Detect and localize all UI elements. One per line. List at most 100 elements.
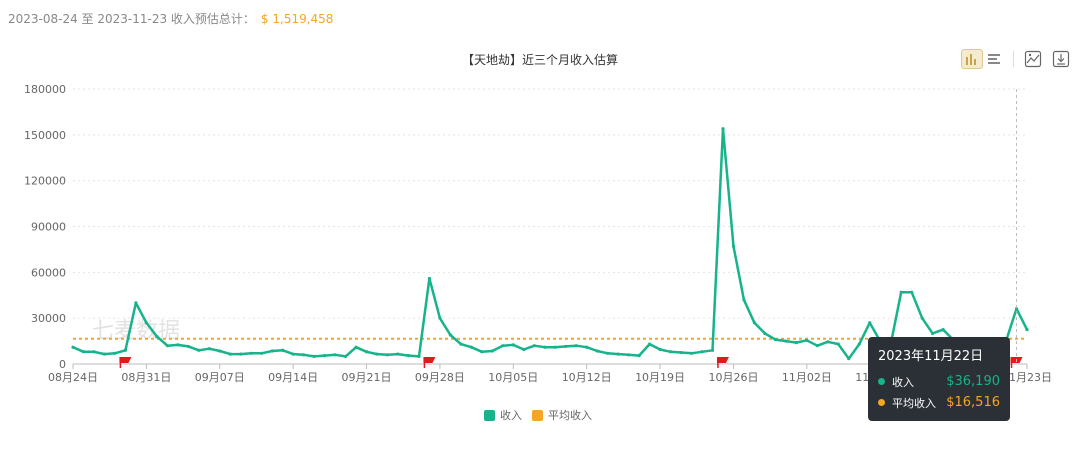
income-point [364,350,369,354]
income-point [931,331,935,336]
income-point [1025,328,1029,332]
income-point [490,349,494,353]
legend-label: 平均收入 [548,408,592,422]
income-point [207,347,211,351]
income-point [752,321,757,325]
income-point [102,352,107,356]
income-point [731,244,736,248]
legend-swatch [532,410,543,421]
tooltip-average-label: 平均收入 [892,396,936,410]
list-icon[interactable] [983,49,1005,69]
income-point [385,353,390,357]
income-point [186,344,190,349]
y-tick-label: 30000 [31,312,66,325]
legend-swatch [484,410,495,421]
income-point [532,344,536,348]
grid-lines [73,88,1027,365]
income-point [815,344,819,348]
income-point [323,353,327,358]
income-point [742,298,746,302]
income-point [773,337,777,342]
x-tick-label: 11月23日 [1002,371,1052,384]
x-tick-label: 10月26日 [708,371,758,384]
income-point [438,316,442,320]
y-tick-label: 0 [59,358,66,371]
tooltip-date: 2023年11月22日 [878,349,984,364]
income-point [396,352,400,356]
x-tick-label: 09月14日 [268,371,318,384]
income-point [763,331,767,336]
income-point [920,316,924,320]
average-dot-icon [878,399,885,406]
tooltip: 2023年11月22日 收入 $36,190 平均收入 $16,516 [868,337,1010,421]
income-point [868,321,872,325]
income-point [910,290,914,294]
tooltip-income-value: $36,190 [946,374,1000,389]
income-point [81,350,86,354]
income-point [92,350,96,354]
income-point [134,301,138,305]
income-point [218,349,222,353]
summary-line: 2023-08-24 至 2023-11-23 收入预估总计： $ 1,519,4… [8,10,333,27]
income-point [302,353,306,357]
income-point [857,342,861,346]
income-point [501,344,505,348]
x-tick-label: 11月02日 [782,371,832,384]
tooltip-row-average: 平均收入 $16,516 [878,392,1000,413]
income-point [826,340,830,344]
tooltip-average-value: $16,516 [946,395,1000,410]
flag-marker-icon [716,357,729,363]
income-point [794,341,798,345]
income-point [459,342,463,346]
income-point [658,347,662,352]
income-point [155,334,159,339]
income-point [836,342,840,346]
income-point [543,345,547,349]
flag-marker-icon [119,357,132,363]
income-point [281,348,285,352]
flag-marker-icon [423,357,436,363]
legend-label: 收入 [500,408,522,422]
income-point [260,351,264,355]
income-point [679,350,683,355]
income-point [899,290,903,294]
income-point [784,339,788,343]
income-point [805,338,809,342]
income-point [312,354,316,358]
tooltip-income-label: 收入 [892,375,914,389]
income-point [574,344,578,348]
income-point [668,350,673,354]
income-point [333,353,337,357]
x-tick-label: 08月31日 [121,371,171,384]
y-tick-label: 90000 [31,221,66,234]
download-icon[interactable] [1050,49,1072,69]
income-point [595,349,599,353]
income-point [417,354,421,358]
y-tick-label: 60000 [31,266,66,279]
income-point [710,348,715,352]
x-tick-label: 10月19日 [635,371,685,384]
series-line [71,127,1029,361]
income-point [71,345,75,349]
income-point [847,357,851,361]
income-point [941,328,945,332]
y-tick-label: 150000 [24,129,66,142]
bar-chart-icon[interactable] [961,49,983,69]
income-point [627,353,631,357]
income-point [553,345,557,349]
tooltip-row-income: 收入 $36,190 [878,371,1000,392]
income-point [176,343,180,347]
image-download-icon[interactable] [1022,49,1044,69]
x-tick-label: 09月28日 [415,371,465,384]
income-point [522,347,526,352]
x-tick-label: 10月05日 [488,371,538,384]
income-point [270,349,274,353]
x-tick-label: 09月07日 [195,371,245,384]
income-point [343,354,348,358]
chart-title: 【天地劫】近三个月收入估算 [462,52,618,67]
income-point [113,351,117,355]
legend: 收入 平均收入 [484,408,592,422]
chart-toolbar [961,48,1072,70]
x-tick-label: 09月21日 [342,371,392,384]
income-point [291,352,295,356]
